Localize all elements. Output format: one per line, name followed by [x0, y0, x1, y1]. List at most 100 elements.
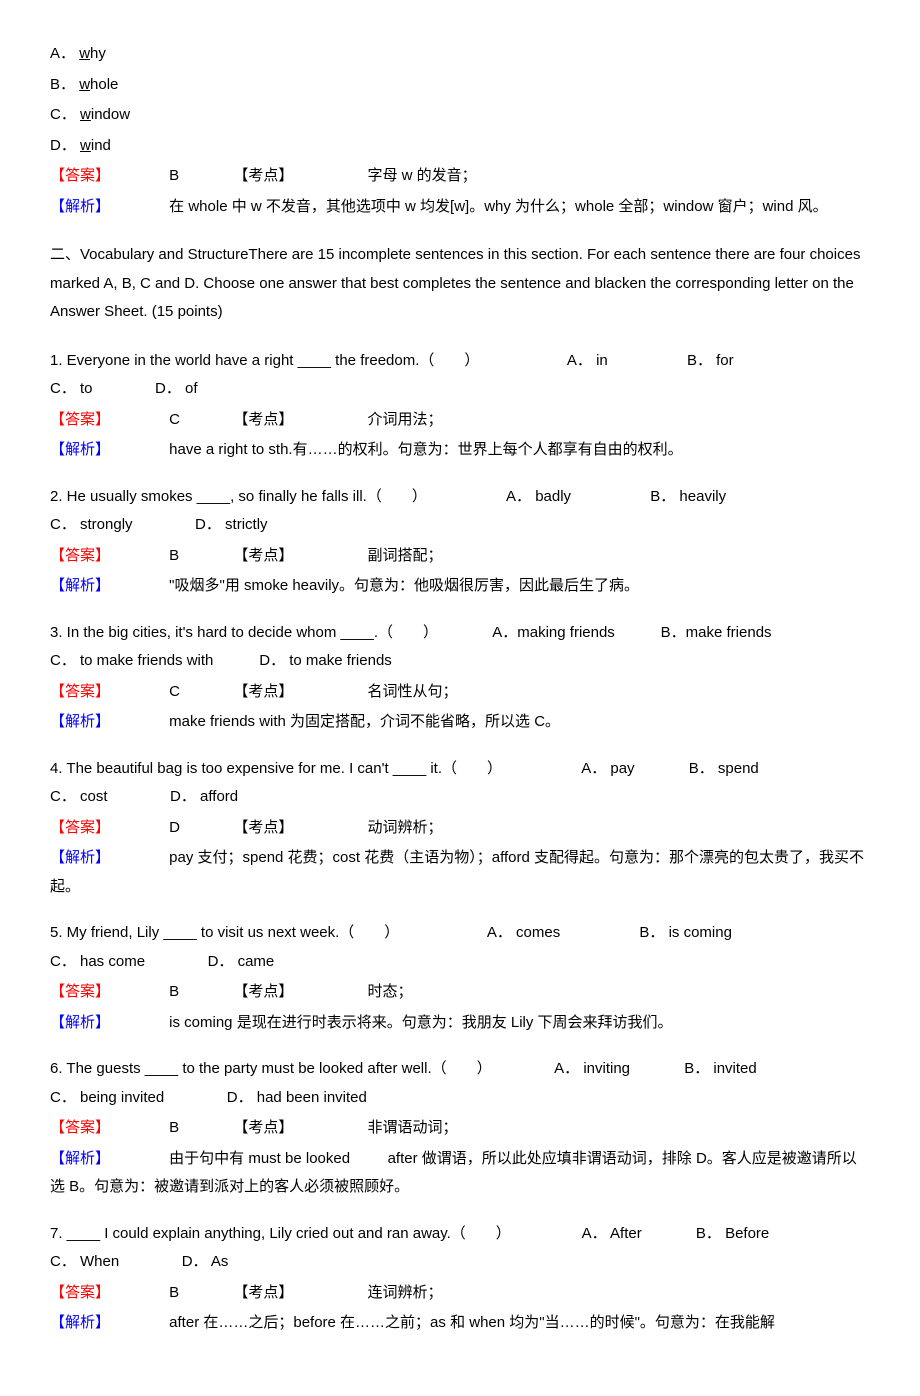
analysis-label: 【解析】 [50, 193, 165, 222]
answer-value: B [169, 1279, 229, 1308]
q4-optA: A． pay [581, 760, 634, 777]
answer-label: 【答案】 [50, 1114, 165, 1143]
topic-label: 【考点】 [233, 542, 363, 571]
q5-optA: A． comes [487, 924, 560, 941]
q2-optA: A． badly [506, 488, 571, 505]
topic-label: 【考点】 [233, 1114, 363, 1143]
q3-optC: C． to make friends with [50, 652, 213, 669]
question-3: 3. In the big cities, it's hard to decid… [50, 619, 870, 737]
topic-label: 【考点】 [233, 978, 363, 1007]
answer-value: D [169, 814, 229, 843]
q7-text: 7. ____ I could explain anything, Lily c… [50, 1225, 511, 1242]
q6-optA: A． inviting [554, 1060, 630, 1077]
analysis-text: have a right to sth.有……的权利。句意为：世界上每个人都享有… [169, 441, 682, 458]
question-4: 4. The beautiful bag is too expensive fo… [50, 755, 870, 902]
intro-option-a: A． why [50, 40, 870, 69]
q6-optC: C． being invited [50, 1089, 164, 1106]
analysis-label: 【解析】 [50, 844, 165, 873]
answer-label: 【答案】 [50, 814, 165, 843]
option-rest: hole [90, 76, 118, 93]
analysis-label: 【解析】 [50, 1009, 165, 1038]
intro-option-c: C． window [50, 101, 870, 130]
analysis-text: "吸烟多"用 smoke heavily。句意为：他吸烟很厉害，因此最后生了病。 [169, 577, 639, 594]
option-letter: B． [50, 76, 75, 93]
topic-label: 【考点】 [233, 678, 363, 707]
q4-optC: C． cost [50, 788, 108, 805]
analysis-label: 【解析】 [50, 1309, 165, 1338]
analysis-text: pay 支付；spend 花费；cost 花费（主语为物）；afford 支配得… [50, 849, 864, 895]
q5-optD: D． came [208, 953, 275, 970]
question-1: 1. Everyone in the world have a right __… [50, 347, 870, 465]
q3-optB: B．make friends [661, 624, 772, 641]
option-underline: w [80, 137, 91, 154]
analysis-text-1: 由于句中有 must be looked [169, 1150, 350, 1167]
topic-value: 非谓语动词； [368, 1119, 458, 1136]
topic-label: 【考点】 [233, 1279, 363, 1308]
topic-value: 介词用法； [368, 411, 443, 428]
answer-value: C [169, 678, 229, 707]
q7-optA: A． After [582, 1225, 642, 1242]
analysis-text: is coming 是现在进行时表示将来。句意为：我朋友 Lily 下周会来拜访… [169, 1014, 672, 1031]
q7-optC: C． When [50, 1253, 119, 1270]
analysis-label: 【解析】 [50, 708, 165, 737]
topic-value: 连词辨析； [368, 1284, 443, 1301]
q4-optD: D． afford [170, 788, 238, 805]
answer-value: B [169, 1114, 229, 1143]
q5-optB: B． is coming [639, 924, 732, 941]
analysis-text: after 在……之后；before 在……之前；as 和 when 均为"当…… [169, 1314, 775, 1331]
analysis-label: 【解析】 [50, 1145, 165, 1174]
question-2: 2. He usually smokes ____, so finally he… [50, 483, 870, 601]
answer-label: 【答案】 [50, 406, 165, 435]
question-6: 6. The guests ____ to the party must be … [50, 1055, 870, 1202]
question-7: 7. ____ I could explain anything, Lily c… [50, 1220, 870, 1338]
q3-text: 3. In the big cities, it's hard to decid… [50, 624, 438, 641]
option-underline: w [79, 76, 90, 93]
q1-optB: B． for [687, 352, 734, 369]
option-rest: hy [90, 45, 106, 62]
topic-label: 【考点】 [233, 814, 363, 843]
analysis-label: 【解析】 [50, 572, 165, 601]
intro-answer-block: 【答案】 B 【考点】 字母 w 的发音； 【解析】 在 whole 中 w 不… [50, 162, 870, 221]
option-underline: w [80, 106, 91, 123]
analysis-text: 在 whole 中 w 不发音，其他选项中 w 均发[w]。why 为什么；wh… [169, 198, 827, 215]
answer-value: C [169, 406, 229, 435]
q7-optB: B． Before [696, 1225, 769, 1242]
topic-value: 动词辨析； [368, 819, 443, 836]
topic-value: 字母 w 的发音； [368, 167, 477, 184]
topic-value: 副词搭配； [368, 547, 443, 564]
intro-option-d: D． wind [50, 132, 870, 161]
answer-label: 【答案】 [50, 678, 165, 707]
q6-optB: B． invited [684, 1060, 757, 1077]
q7-optD: D． As [182, 1253, 229, 1270]
q2-optB: B． heavily [650, 488, 726, 505]
q4-optB: B． spend [689, 760, 759, 777]
q5-optC: C． has come [50, 953, 145, 970]
q1-optA: A． in [567, 352, 608, 369]
answer-label: 【答案】 [50, 542, 165, 571]
question-5: 5. My friend, Lily ____ to visit us next… [50, 919, 870, 1037]
q2-text: 2. He usually smokes ____, so finally he… [50, 488, 427, 505]
q6-text: 6. The guests ____ to the party must be … [50, 1060, 492, 1077]
q1-optC: C． to [50, 380, 93, 397]
q6-optD: D． had been invited [227, 1089, 367, 1106]
section2-instruction: 二、Vocabulary and StructureThere are 15 i… [50, 241, 870, 327]
q3-optA: A．making friends [492, 624, 615, 641]
q3-optD: D． to make friends [259, 652, 392, 669]
q2-optD: D． strictly [195, 516, 268, 533]
option-letter: A． [50, 45, 75, 62]
analysis-text: make friends with 为固定搭配，介词不能省略，所以选 C。 [169, 713, 560, 730]
topic-value: 时态； [368, 983, 413, 1000]
topic-value: 名词性从句； [368, 683, 458, 700]
q5-text: 5. My friend, Lily ____ to visit us next… [50, 924, 399, 941]
analysis-label: 【解析】 [50, 436, 165, 465]
topic-label: 【考点】 [233, 406, 363, 435]
answer-label: 【答案】 [50, 162, 165, 191]
topic-label: 【考点】 [233, 162, 363, 191]
answer-value: B [169, 542, 229, 571]
answer-label: 【答案】 [50, 978, 165, 1007]
q1-optD: D． of [155, 380, 198, 397]
q1-text: 1. Everyone in the world have a right __… [50, 352, 479, 369]
q4-text: 4. The beautiful bag is too expensive fo… [50, 760, 502, 777]
option-rest: indow [91, 106, 130, 123]
q2-optC: C． strongly [50, 516, 133, 533]
